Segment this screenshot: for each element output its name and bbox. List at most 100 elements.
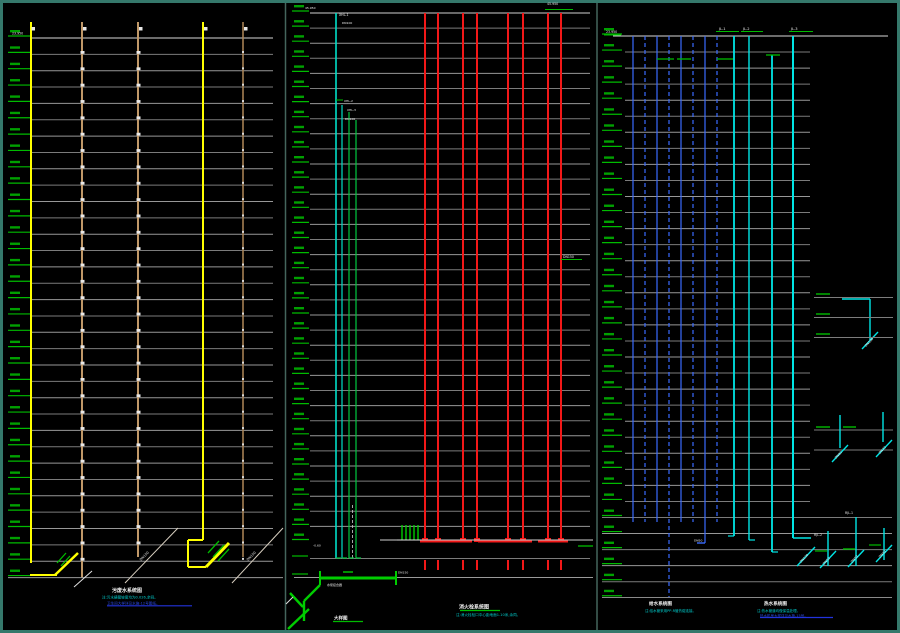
riser-tick — [80, 67, 85, 71]
riser-tick — [136, 525, 141, 528]
text-label: DN100 — [345, 117, 355, 121]
floor-marker-label-blob — [294, 276, 304, 280]
pipe-segment — [124, 527, 179, 584]
floor-marker-label-blob — [10, 553, 20, 556]
floor-marker-label-blob — [294, 291, 304, 295]
text-label: 水泵接合器 — [327, 582, 342, 587]
text-label: JL-3 — [790, 27, 798, 31]
riser-tick — [80, 312, 85, 316]
text-label: DN50 — [850, 555, 859, 564]
floor-marker-label-blob — [10, 275, 20, 278]
text-label: 消火栓系统图 — [459, 604, 489, 611]
floor-marker-label-blob — [294, 186, 304, 189]
riser-tick — [136, 394, 141, 398]
floor-marker-label-blob — [10, 520, 20, 523]
floor-marker-label-blob — [10, 209, 20, 213]
riser-tick — [242, 345, 244, 348]
floor-marker-label-blob — [604, 188, 614, 191]
text-label: 大样图 — [334, 615, 348, 622]
floor-marker-label-blob — [604, 284, 614, 288]
text-label: 23.950 — [12, 32, 23, 36]
floor-marker-label-blob — [294, 125, 304, 129]
pipe-segment — [217, 548, 230, 562]
text-label: 45.950 — [305, 6, 316, 10]
riser-tick — [80, 230, 85, 234]
floor-marker-label-blob — [604, 445, 614, 448]
pipe-segment — [73, 570, 93, 588]
floor-marker-label-blob — [604, 557, 614, 561]
riser-tick — [136, 296, 141, 300]
floor-marker-label-blob — [604, 316, 614, 320]
riser-tick — [80, 557, 85, 561]
floor-marker-label-blob — [604, 220, 614, 223]
riser-tick — [242, 279, 244, 282]
floor-marker-label-blob — [604, 525, 614, 528]
riser-tick — [242, 378, 244, 380]
floor-marker-label-blob — [294, 80, 304, 83]
riser-tick — [136, 443, 141, 447]
floor-marker-label-blob — [10, 307, 20, 311]
floor-marker-label-blob — [604, 44, 614, 47]
text-label: 热水系统图 — [764, 600, 787, 607]
riser-tick — [80, 214, 85, 218]
floor-marker-label-blob — [604, 573, 614, 577]
floor-marker-label-blob — [604, 493, 614, 496]
riser-tick — [242, 410, 244, 413]
riser-tick — [242, 83, 244, 86]
riser-tick — [242, 541, 244, 544]
text-label: DN100 — [342, 21, 352, 25]
floor-marker-label-blob — [294, 261, 304, 265]
floor-marker-label-blob — [294, 231, 304, 234]
floor-marker-label-blob — [294, 337, 304, 340]
riser-tick — [80, 149, 85, 152]
floor-marker-label-blob — [294, 427, 304, 431]
riser-tick — [80, 492, 85, 496]
riser-tick — [242, 165, 244, 168]
riser-tick — [136, 116, 141, 120]
text-label: DN40 — [878, 550, 887, 559]
floor-marker-label-blob — [10, 406, 20, 409]
riser-tick — [136, 51, 141, 54]
floor-marker-label-blob — [294, 397, 304, 400]
floor-marker-label-blob — [604, 381, 614, 384]
floor-marker-label-blob — [294, 322, 304, 325]
floor-marker-label-blob — [10, 128, 20, 131]
floor-marker-label-blob — [10, 422, 20, 425]
text-label: DN150 — [398, 571, 408, 575]
floor-marker-label-blob — [294, 367, 304, 370]
pipe-segment — [54, 552, 79, 576]
floor-marker-label-blob — [294, 533, 304, 536]
text-label: 45.950 — [547, 2, 558, 6]
text-label: DN150 — [563, 255, 574, 259]
floor-marker-label-blob — [10, 504, 20, 507]
floor-marker-label-blob — [604, 461, 614, 464]
text-label: -0.60 — [313, 544, 321, 548]
riser-tick — [242, 51, 244, 53]
text-label: 污废水系统图 — [112, 587, 142, 594]
floor-marker-label-blob — [604, 156, 614, 159]
riser-tick — [242, 263, 244, 266]
riser-tick — [242, 476, 244, 479]
riser-tick — [242, 149, 244, 152]
floor-marker-label-blob — [10, 324, 20, 327]
riser-tick — [242, 247, 244, 250]
floor-marker-label-blob — [604, 172, 614, 175]
riser-tick — [136, 165, 141, 169]
riser-tick — [80, 508, 85, 512]
floor-marker-label-blob — [10, 193, 20, 196]
floor-marker-label-blob — [294, 216, 304, 219]
floor-marker-label-blob — [604, 300, 614, 304]
pipe-segment — [847, 549, 865, 568]
floor-marker-label-blob — [294, 110, 304, 114]
floor-marker-label-blob — [10, 487, 20, 491]
floor-marker-label-blob — [604, 236, 614, 240]
floor-marker-label-blob — [10, 111, 20, 115]
floor-marker-label-blob — [294, 95, 304, 98]
text-label: 注:污水横管坡度均为0.026,余同。 — [102, 595, 158, 600]
floor-marker-label-blob — [604, 477, 614, 480]
floor-marker-label-blob — [10, 160, 20, 164]
floor-marker-label-blob — [604, 349, 614, 352]
